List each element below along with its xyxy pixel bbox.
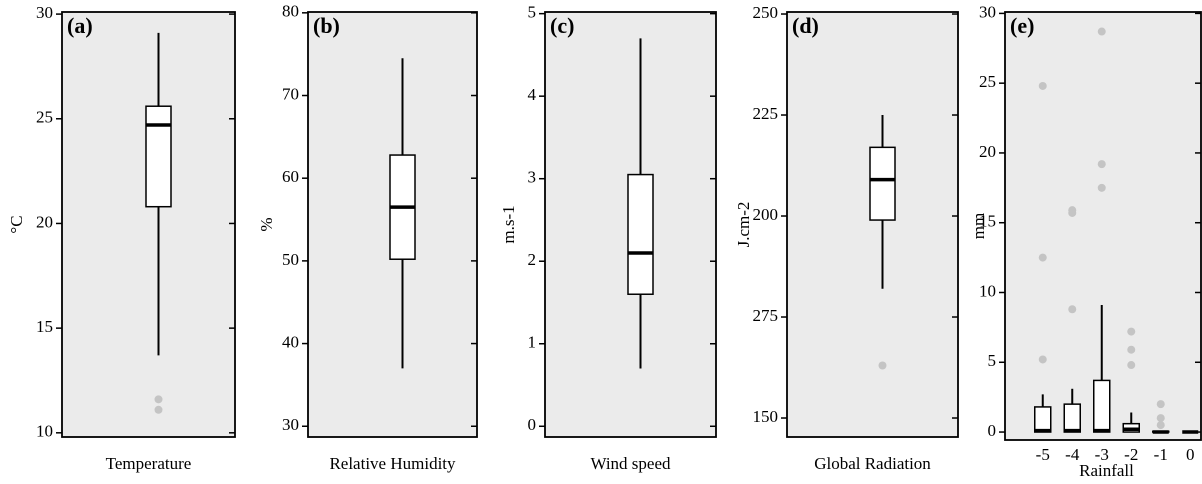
x-tick-label: -2 — [1124, 445, 1138, 464]
box — [1063, 403, 1081, 433]
outlier — [1097, 27, 1106, 36]
y-tick-label: 150 — [753, 407, 779, 426]
x-axis-label: Relative Humidity — [329, 454, 456, 473]
y-tick-label: 5 — [528, 3, 537, 22]
outlier — [1097, 160, 1106, 169]
box — [1034, 406, 1052, 433]
y-axis-label: % — [257, 217, 276, 231]
outlier — [1038, 355, 1047, 364]
x-tick-label: -5 — [1036, 445, 1050, 464]
x-axis-label: Wind speed — [590, 454, 671, 473]
panel-frame — [786, 11, 959, 438]
y-tick-label: 25 — [979, 72, 996, 91]
y-tick-label: 40 — [282, 332, 299, 351]
y-tick-label: 80 — [282, 2, 299, 21]
y-tick-label: 30 — [282, 415, 299, 434]
x-tick-label: -4 — [1065, 445, 1080, 464]
outlier — [1156, 414, 1165, 423]
outlier — [878, 361, 887, 370]
box — [627, 173, 654, 295]
y-tick-label: 60 — [282, 167, 299, 186]
panel-background — [787, 12, 958, 437]
outlier — [154, 395, 163, 404]
outlier — [1068, 305, 1077, 314]
x-axis-label: Temperature — [106, 454, 192, 473]
outlier — [1038, 81, 1047, 90]
outlier — [154, 405, 163, 414]
outlier — [1156, 421, 1165, 430]
y-tick-label: 25 — [36, 108, 53, 127]
y-tick-label: 30 — [36, 3, 53, 22]
panel-background — [1005, 12, 1201, 440]
y-tick-label: 200 — [753, 205, 779, 224]
outlier — [1156, 400, 1165, 409]
y-tick-label: 0 — [528, 415, 537, 434]
outlier — [1068, 206, 1077, 215]
panel-frame — [1004, 11, 1202, 441]
box — [145, 105, 172, 208]
y-axis-label: J.cm-2 — [734, 202, 753, 248]
outlier — [1127, 327, 1136, 336]
panel-label: (c) — [550, 13, 574, 38]
y-tick-label: 10 — [36, 422, 53, 441]
panel-label: (a) — [67, 13, 93, 38]
y-tick-label: 15 — [979, 212, 996, 231]
y-axis-label: mm — [969, 213, 988, 239]
panel-frame — [544, 11, 717, 438]
y-tick-label: 50 — [282, 250, 299, 269]
panel-background — [62, 12, 235, 437]
y-tick-label: 4 — [528, 85, 537, 104]
panel-label: (d) — [792, 13, 819, 38]
y-tick-label: 1 — [528, 333, 537, 352]
x-tick-label: -3 — [1095, 445, 1109, 464]
y-tick-label: 70 — [282, 84, 299, 103]
panel-label: (e) — [1010, 13, 1034, 38]
panel-label: (b) — [313, 13, 340, 38]
panel-frame — [61, 11, 236, 438]
outlier — [1127, 361, 1136, 370]
y-tick-label: 225 — [753, 104, 779, 123]
y-tick-label: 5 — [988, 351, 997, 370]
y-tick-label: 3 — [528, 168, 537, 187]
y-tick-label: 15 — [36, 317, 53, 336]
y-axis-label: °C — [7, 215, 26, 233]
y-tick-label: 30 — [979, 2, 996, 21]
outlier — [1038, 253, 1047, 262]
y-tick-label: 0 — [988, 421, 997, 440]
panel-frame — [307, 11, 478, 438]
y-tick-label: 2 — [528, 250, 537, 269]
y-tick-label: 20 — [36, 212, 53, 231]
y-tick-label: 275 — [753, 306, 779, 325]
y-tick-label: 20 — [979, 142, 996, 161]
box — [1093, 379, 1111, 433]
y-axis-label: m.s-1 — [499, 205, 518, 243]
x-axis-label: Global Radiation — [814, 454, 931, 473]
outlier — [1097, 183, 1106, 192]
x-tick-label: 0 — [1186, 445, 1195, 464]
outlier — [1127, 345, 1136, 354]
x-axis-label: Rainfall — [1079, 461, 1134, 480]
y-tick-label: 250 — [753, 3, 779, 22]
y-tick-label: 10 — [979, 281, 996, 300]
box — [869, 146, 896, 221]
x-tick-label: -1 — [1154, 445, 1168, 464]
